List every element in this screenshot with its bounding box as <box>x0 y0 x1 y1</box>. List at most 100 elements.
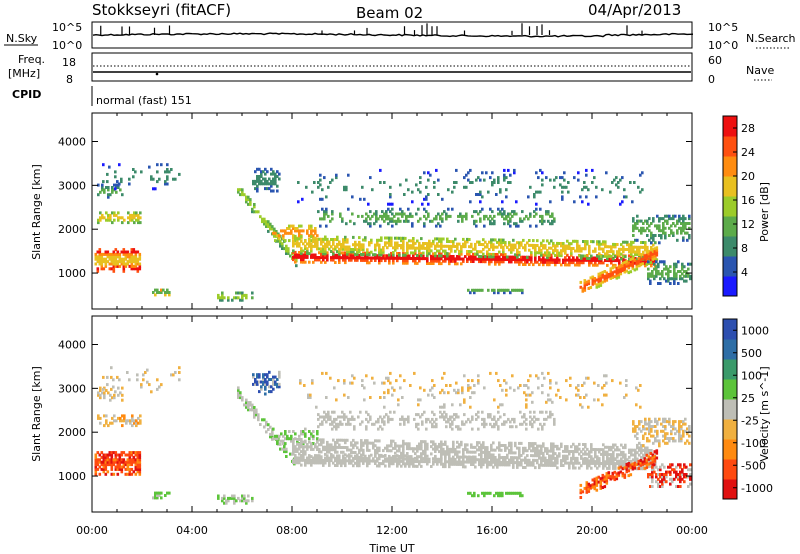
heatmap-cell <box>625 264 629 268</box>
heatmap-cell <box>474 242 477 246</box>
heatmap-cell <box>94 262 98 266</box>
heatmap-cell <box>595 285 599 289</box>
heatmap-cell <box>334 261 337 264</box>
heatmap-cell <box>330 459 333 463</box>
heatmap-cell <box>114 252 118 256</box>
heatmap-cell <box>217 296 220 300</box>
heatmap-cell <box>594 455 597 459</box>
heatmap-cell <box>114 257 118 261</box>
heatmap-cell <box>548 260 551 264</box>
heatmap-cell <box>441 219 444 223</box>
heatmap-cell <box>455 181 458 184</box>
heatmap-cell <box>256 375 259 379</box>
heatmap-cell <box>122 451 126 455</box>
heatmap-cell <box>300 255 303 259</box>
heatmap-cell <box>406 251 409 255</box>
heatmap-cell <box>106 460 110 464</box>
heatmap-cell <box>365 410 368 414</box>
heatmap-cell <box>535 224 538 228</box>
heatmap-cell <box>520 463 523 467</box>
heatmap-cell <box>400 236 403 240</box>
heatmap-cell <box>444 252 447 255</box>
heatmap-cell <box>304 253 307 257</box>
heatmap-cell <box>436 462 439 466</box>
heatmap-cell <box>105 218 108 222</box>
heatmap-cell <box>451 420 454 424</box>
heatmap-cell <box>136 455 140 459</box>
heatmap-cell <box>487 288 490 292</box>
heatmap-cell <box>263 425 266 429</box>
heatmap-cell <box>554 444 557 448</box>
heatmap-cell <box>349 417 352 421</box>
heatmap-cell <box>156 180 159 184</box>
heatmap-cell <box>588 252 591 256</box>
heatmap-cell <box>540 248 543 252</box>
heatmap-cell <box>424 460 427 464</box>
heatmap-cell <box>486 252 489 256</box>
heatmap-cell <box>101 183 104 187</box>
heatmap-cell <box>541 222 544 226</box>
heatmap-cell <box>640 456 643 460</box>
heatmap-cell <box>106 250 110 254</box>
heatmap-cell <box>585 486 589 489</box>
heatmap-cell <box>501 494 504 498</box>
heatmap-cell <box>281 242 284 246</box>
y-tick-label: 2000 <box>58 223 86 236</box>
heatmap-cell <box>260 387 263 391</box>
heatmap-cell <box>382 254 385 258</box>
heatmap-cell <box>256 177 259 181</box>
heatmap-cell <box>488 463 491 467</box>
heatmap-cell <box>629 270 633 274</box>
heatmap-cell <box>454 257 457 261</box>
heatmap-cell <box>139 421 142 425</box>
heatmap-cell <box>622 459 625 463</box>
heatmap-cell <box>368 454 371 458</box>
heatmap-cell <box>420 454 423 458</box>
heatmap-cell <box>469 181 472 184</box>
heatmap-cell <box>636 460 639 464</box>
heatmap-cell <box>485 214 488 218</box>
heatmap-cell <box>368 243 371 247</box>
heatmap-cell <box>460 462 463 466</box>
heatmap-cell <box>570 461 573 465</box>
heatmap-cell <box>508 258 511 261</box>
heatmap-cell <box>526 461 529 465</box>
heatmap-cell <box>302 253 305 257</box>
heatmap-cell <box>382 462 385 466</box>
heatmap-cell <box>373 422 376 426</box>
heatmap-cell <box>585 393 588 397</box>
heatmap-cell <box>308 456 311 460</box>
heatmap-cell <box>492 441 495 445</box>
heatmap-cell <box>572 239 575 243</box>
heatmap-cell <box>466 240 469 244</box>
heatmap-cell <box>505 195 508 199</box>
heatmap-cell <box>318 450 321 454</box>
heatmap-cell <box>530 444 533 448</box>
heatmap-cell <box>364 439 367 443</box>
heatmap-cell <box>319 224 322 228</box>
heatmap-cell <box>634 250 637 254</box>
heatmap-cell <box>684 226 687 230</box>
heatmap-cell <box>594 464 597 468</box>
heatmap-cell <box>501 403 504 407</box>
heatmap-cell <box>329 181 332 184</box>
heatmap-cell <box>529 420 532 424</box>
heatmap-cell <box>148 383 151 387</box>
heatmap-cell <box>139 211 142 215</box>
heatmap-cell <box>346 238 349 242</box>
heatmap-cell <box>594 448 597 451</box>
heatmap-cell <box>414 257 417 260</box>
heatmap-cell <box>642 229 645 233</box>
heatmap-cell <box>591 483 595 487</box>
heatmap-cell <box>599 477 603 481</box>
colorbar-swatch <box>723 236 737 257</box>
heatmap-cell <box>374 439 377 443</box>
heatmap-cell <box>426 457 429 461</box>
heatmap-cell <box>524 263 527 266</box>
heatmap-cell <box>393 214 396 218</box>
heatmap-cell <box>543 376 546 380</box>
heatmap-cell <box>258 175 261 178</box>
heatmap-cell <box>392 246 395 250</box>
heatmap-cell <box>245 405 248 409</box>
heatmap-cell <box>539 207 542 211</box>
